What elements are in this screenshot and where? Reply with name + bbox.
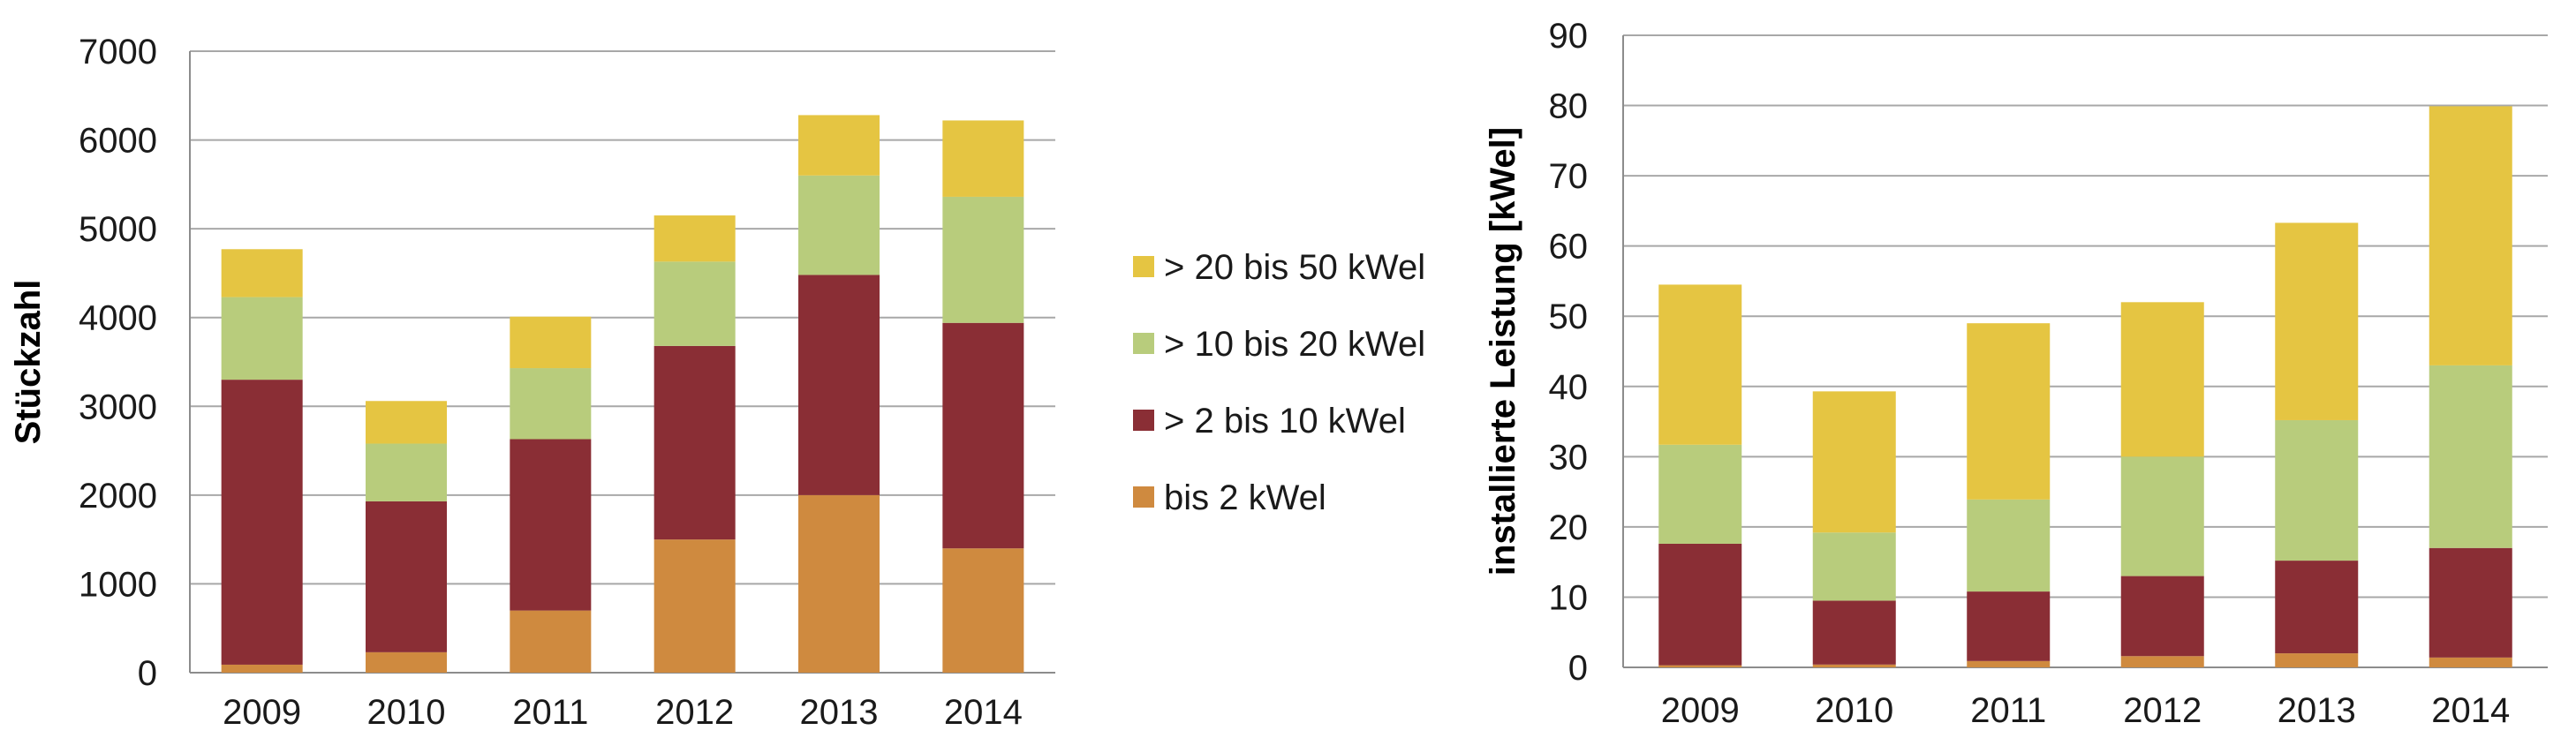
bar-segment (1812, 600, 1896, 665)
y-tick-label: 10 (1549, 578, 1589, 617)
y-tick-label: 3000 (79, 388, 157, 426)
legend-swatch (1133, 333, 1154, 354)
legend-label: > 20 bis 50 kWel (1164, 248, 1425, 287)
bar-segment (1658, 543, 1742, 666)
bar-segment (1967, 499, 2051, 592)
bar-segment (221, 297, 303, 380)
legend: > 20 bis 50 kWel > 10 bis 20 kWel > 2 bis … (1133, 248, 1425, 517)
legend-label: > 2 bis 10 kWel (1164, 402, 1406, 441)
bar-segment (1812, 391, 1896, 533)
bar-segment (1967, 591, 2051, 661)
x-tick-label: 2014 (2431, 691, 2510, 730)
bar-segment (510, 368, 592, 440)
legend-swatch (1133, 410, 1154, 431)
y-tick-label: 30 (1549, 438, 1589, 477)
bar-segment (798, 115, 880, 176)
bar-segment (2429, 657, 2512, 667)
bar-segment (2120, 656, 2204, 667)
bar-segment (653, 345, 736, 540)
bar-segment (942, 322, 1024, 549)
y-axis-title: installierte Leistung [kWel] (1484, 127, 1522, 576)
bar-segment (366, 501, 447, 652)
x-tick-label: 2012 (2123, 691, 2202, 730)
bar-segment (221, 664, 303, 673)
x-tick-label: 2014 (944, 693, 1023, 732)
bar-segment (366, 651, 447, 673)
bar-segment (510, 610, 592, 673)
legend-label: bis 2 kWel (1164, 478, 1326, 517)
y-tick-label: 50 (1549, 297, 1589, 336)
bar-segment (942, 120, 1024, 197)
bar-segment (798, 494, 880, 673)
y-tick-label: 5000 (79, 210, 157, 249)
y-tick-label: 90 (1549, 17, 1589, 56)
legend-label: > 10 bis 20 kWel (1164, 325, 1425, 364)
bar-segment (2275, 561, 2359, 654)
bar-segment (2429, 547, 2512, 658)
bar-segment (1658, 444, 1742, 544)
bar-segment (2275, 653, 2359, 667)
bar-segment (2429, 365, 2512, 548)
y-tick-label: 70 (1549, 157, 1589, 196)
bar-segment (1967, 660, 2051, 667)
y-tick-label: 60 (1549, 228, 1589, 267)
chart-installierte-leistung: 0 10 20 30 40 50 60 70 80 90 installierte Leistung… (1484, 17, 2548, 730)
bar-segment (366, 443, 447, 501)
bar-segment (942, 196, 1024, 323)
bar-segment (942, 548, 1024, 673)
bar-segment (2429, 106, 2512, 365)
bar-segment (221, 380, 303, 665)
x-tick-label: 2009 (1661, 691, 1740, 730)
bar-segment (221, 249, 303, 297)
x-tick-label: 2011 (1970, 691, 2046, 730)
bar-segment (1658, 284, 1742, 445)
legend-swatch (1133, 256, 1154, 277)
bar-segment (366, 401, 447, 444)
x-tick-label: 2009 (223, 693, 301, 732)
y-tick-label: 7000 (79, 33, 157, 72)
x-tick-label: 2011 (512, 693, 588, 732)
bar-segment (798, 175, 880, 275)
x-tick-label: 2013 (800, 693, 879, 732)
bar-segment (2120, 456, 2204, 576)
y-tick-label: 40 (1549, 368, 1589, 407)
x-tick-label: 2010 (367, 693, 446, 732)
y-axis-title: Stückzahl (9, 280, 48, 445)
bar-segment (653, 539, 736, 673)
y-tick-label: 0 (1568, 649, 1588, 688)
bar-segment (798, 275, 880, 495)
x-tick-label: 2013 (2278, 691, 2356, 730)
bar-segment (1812, 664, 1896, 667)
x-tick-label: 2010 (1815, 691, 1893, 730)
y-tick-label: 6000 (79, 122, 157, 161)
bar-segment (1658, 665, 1742, 667)
bar-segment (2120, 302, 2204, 457)
bar-segment (510, 439, 592, 611)
y-tick-label: 0 (138, 654, 157, 693)
bar-segment (653, 261, 736, 346)
bar-segment (2275, 222, 2359, 420)
bar-segment (2275, 419, 2359, 561)
bar-segment (653, 215, 736, 262)
y-tick-label: 80 (1549, 87, 1589, 126)
bar-segment (1967, 323, 2051, 500)
x-tick-label: 2012 (655, 693, 734, 732)
y-tick-label: 1000 (79, 565, 157, 604)
bar-segment (2120, 576, 2204, 657)
y-tick-label: 4000 (79, 299, 157, 338)
y-tick-label: 20 (1549, 508, 1589, 547)
bar-segment (1812, 532, 1896, 601)
legend-swatch (1133, 486, 1154, 508)
bar-segment (510, 316, 592, 369)
y-tick-label: 2000 (79, 477, 157, 516)
chart-stueckzahl: 0 1000 2000 3000 4000 5000 6000 7000 Stückzahl 20… (9, 33, 1055, 732)
